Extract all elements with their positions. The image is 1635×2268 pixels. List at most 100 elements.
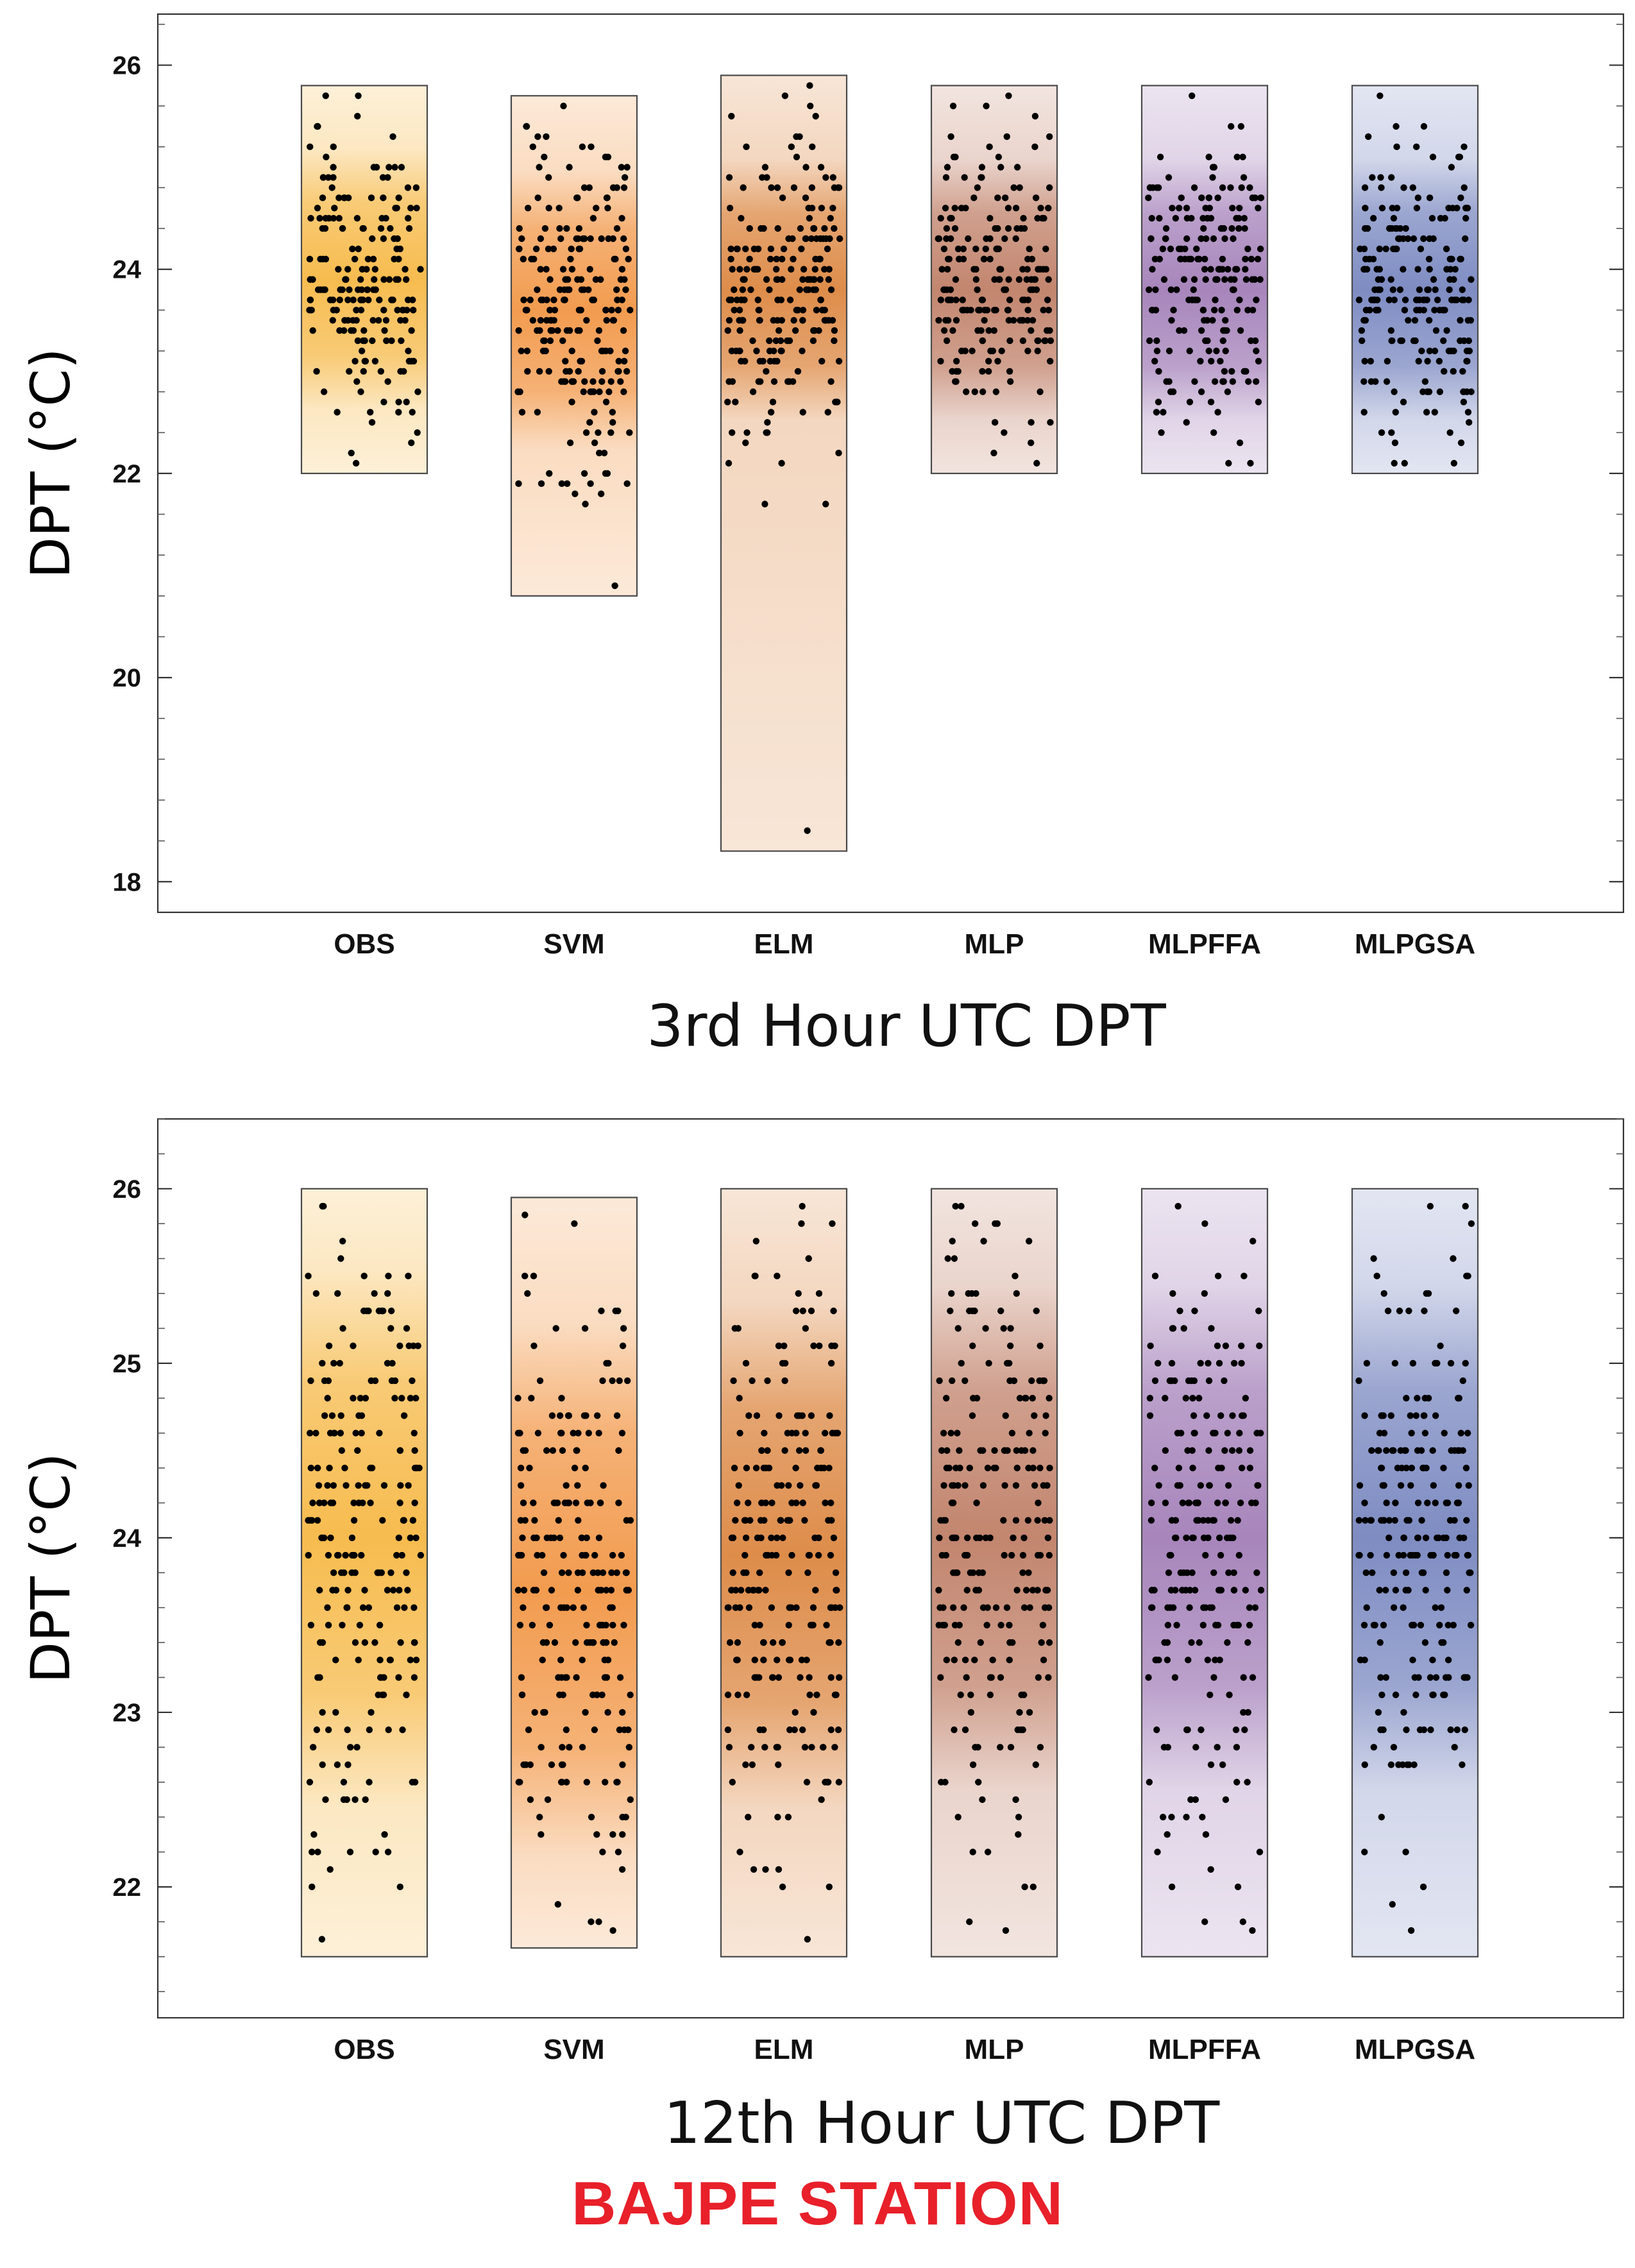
data-point — [1235, 225, 1242, 232]
data-point — [954, 1429, 961, 1437]
data-point — [1419, 1883, 1427, 1891]
data-point — [815, 1290, 823, 1297]
data-point — [813, 307, 820, 314]
data-point — [1241, 1272, 1248, 1280]
data-point — [807, 102, 814, 110]
data-point — [1457, 255, 1464, 263]
data-point — [801, 1517, 808, 1524]
data-point — [514, 388, 521, 395]
data-point — [618, 296, 625, 303]
data-point — [990, 449, 997, 457]
data-point — [1004, 1447, 1011, 1454]
data-point — [355, 92, 362, 99]
data-point — [788, 266, 795, 273]
data-point — [558, 1674, 565, 1681]
data-point — [580, 388, 587, 395]
data-point — [615, 357, 622, 365]
data-point — [1182, 1395, 1189, 1402]
data-point — [1026, 245, 1033, 253]
data-point — [788, 1499, 795, 1506]
data-point — [958, 347, 965, 355]
data-point — [1448, 164, 1455, 171]
data-point — [818, 205, 826, 212]
data-point — [763, 1551, 770, 1559]
data-point — [954, 1325, 962, 1332]
data-point — [1383, 378, 1391, 385]
data-point — [1235, 1447, 1243, 1454]
data-point — [330, 1360, 337, 1367]
data-point — [827, 214, 834, 222]
data-point — [1191, 1308, 1198, 1315]
data-point — [954, 1639, 962, 1646]
data-point — [541, 1709, 548, 1716]
data-point — [1368, 1517, 1375, 1524]
data-point — [1037, 1744, 1044, 1751]
data-point — [376, 296, 383, 303]
data-point — [1465, 419, 1473, 426]
data-point — [1360, 317, 1368, 324]
data-point — [412, 184, 420, 191]
data-point — [736, 327, 743, 334]
data-point — [602, 1621, 609, 1629]
data-point — [341, 317, 348, 324]
data-point — [954, 1813, 962, 1821]
data-point — [410, 307, 417, 314]
data-point — [953, 357, 960, 365]
data-point — [613, 1569, 620, 1576]
data-point — [1183, 1726, 1190, 1734]
data-point — [724, 398, 731, 405]
data-point — [622, 347, 629, 355]
data-point — [983, 1621, 990, 1629]
data-point — [774, 1813, 781, 1821]
data-point — [825, 276, 833, 283]
data-point — [1434, 1534, 1441, 1542]
data-point — [330, 1482, 337, 1489]
data-point — [350, 296, 357, 303]
data-point — [1242, 276, 1250, 283]
data-point — [789, 378, 797, 385]
data-point — [325, 174, 332, 181]
data-point — [1176, 1482, 1184, 1489]
data-point — [1025, 1569, 1032, 1576]
data-point — [943, 235, 950, 243]
data-point — [576, 245, 584, 253]
data-point — [355, 1412, 362, 1419]
data-point — [579, 235, 586, 243]
data-point — [1455, 153, 1462, 160]
data-point — [557, 235, 564, 243]
data-point — [764, 1447, 771, 1454]
data-point — [1164, 1657, 1171, 1664]
category-label: SVM — [543, 928, 604, 960]
data-point — [808, 235, 815, 243]
data-point — [1412, 1412, 1420, 1419]
data-point — [565, 1499, 573, 1506]
data-point — [310, 1831, 318, 1838]
data-point — [623, 164, 631, 171]
data-point — [799, 409, 806, 416]
data-point — [764, 1377, 771, 1385]
data-point — [791, 1726, 798, 1734]
data-point — [622, 245, 630, 253]
data-point — [1010, 1377, 1018, 1385]
data-point — [1465, 296, 1472, 303]
data-point — [409, 409, 416, 416]
data-point — [797, 1482, 804, 1489]
data-point — [1218, 225, 1226, 232]
data-point — [543, 1639, 550, 1646]
data-point — [1189, 1534, 1196, 1542]
data-point — [763, 276, 770, 283]
data-point — [801, 1744, 809, 1751]
category-label: SVM — [543, 2034, 604, 2065]
data-point — [1377, 1639, 1384, 1646]
data-point — [1217, 1412, 1224, 1419]
data-point — [352, 357, 359, 365]
data-point — [806, 82, 813, 89]
data-point — [540, 337, 547, 345]
data-point — [375, 1308, 383, 1315]
data-point — [784, 337, 791, 345]
data-point — [1019, 266, 1026, 273]
data-point — [609, 419, 616, 426]
data-point — [1007, 1744, 1015, 1751]
data-point — [960, 307, 967, 314]
data-point — [342, 1551, 349, 1559]
